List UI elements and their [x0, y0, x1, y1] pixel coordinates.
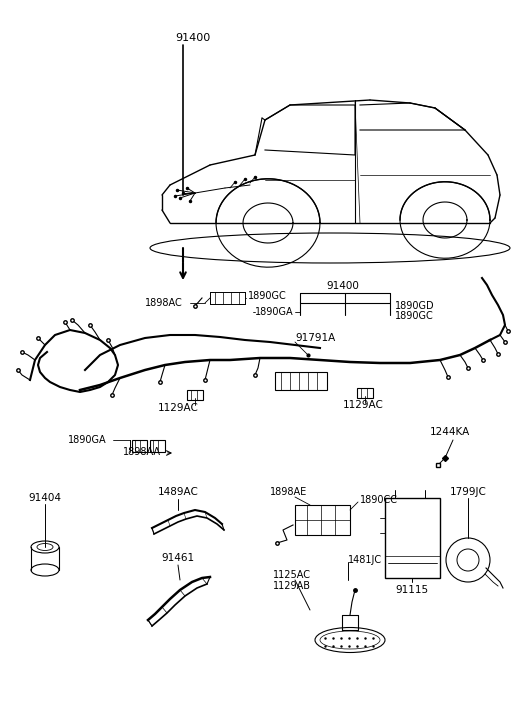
Text: 91115: 91115 — [396, 585, 429, 595]
Text: 1799JC: 1799JC — [450, 487, 486, 497]
Bar — [357, 388, 373, 398]
Text: 91404: 91404 — [29, 493, 62, 503]
Text: 91791A: 91791A — [295, 333, 335, 343]
Text: 1890GD: 1890GD — [395, 301, 435, 311]
Text: 1890GC: 1890GC — [248, 291, 287, 301]
Bar — [132, 440, 147, 452]
Text: 1125AC: 1125AC — [273, 570, 311, 580]
Text: 1898AA: 1898AA — [123, 447, 161, 457]
Text: 1129AC: 1129AC — [158, 403, 199, 413]
Text: 91400: 91400 — [175, 33, 210, 43]
Text: 1890GA: 1890GA — [68, 435, 107, 445]
Bar — [187, 390, 203, 400]
Text: 1890GC: 1890GC — [395, 311, 434, 321]
Text: 91461: 91461 — [161, 553, 194, 563]
Bar — [385, 498, 440, 578]
Text: 1898AC: 1898AC — [145, 298, 183, 308]
Text: 1129AB: 1129AB — [273, 581, 311, 591]
Text: 1489AC: 1489AC — [158, 487, 199, 497]
Text: 1244KA: 1244KA — [430, 427, 470, 437]
Text: 1481JC: 1481JC — [348, 555, 382, 565]
Text: 1890CC: 1890CC — [360, 495, 398, 505]
Bar — [275, 372, 327, 390]
Bar — [150, 440, 165, 452]
Text: 1898AE: 1898AE — [270, 487, 307, 497]
Text: 1129AC: 1129AC — [342, 400, 383, 410]
Text: 1890GA: 1890GA — [255, 307, 294, 317]
Text: 91400: 91400 — [327, 281, 359, 291]
Bar — [295, 505, 350, 535]
